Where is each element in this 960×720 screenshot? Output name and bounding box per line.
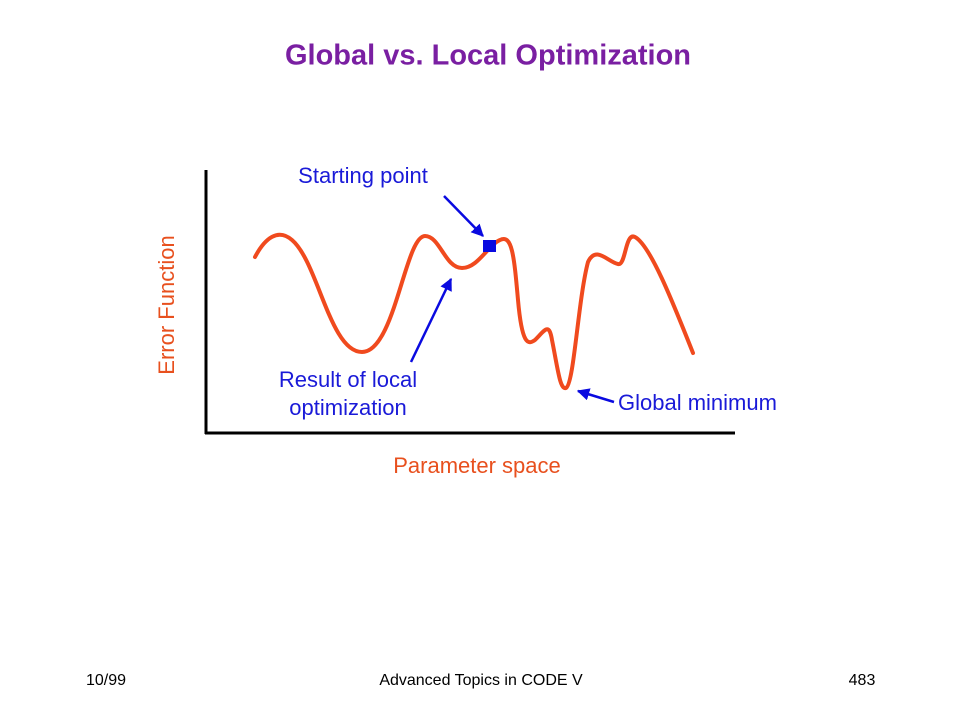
annotation: Starting point <box>298 163 428 188</box>
arrow <box>409 277 453 363</box>
footer-center: Advanced Topics in CODE V <box>379 672 583 689</box>
y-axis-label: Error Function <box>154 235 179 374</box>
annotation: Result of local <box>279 367 417 392</box>
starting-point-marker <box>483 240 496 252</box>
annotation: Global minimum <box>618 390 777 415</box>
slide-title: Global vs. Local Optimization <box>285 40 691 72</box>
footer-page: 483 <box>849 672 876 689</box>
x-axis-label: Parameter space <box>393 453 561 478</box>
annotation: optimization <box>289 395 406 420</box>
error-curve <box>253 232 695 390</box>
footer-date: 10/99 <box>86 672 126 689</box>
arrow <box>576 388 615 404</box>
arrow <box>443 195 484 237</box>
